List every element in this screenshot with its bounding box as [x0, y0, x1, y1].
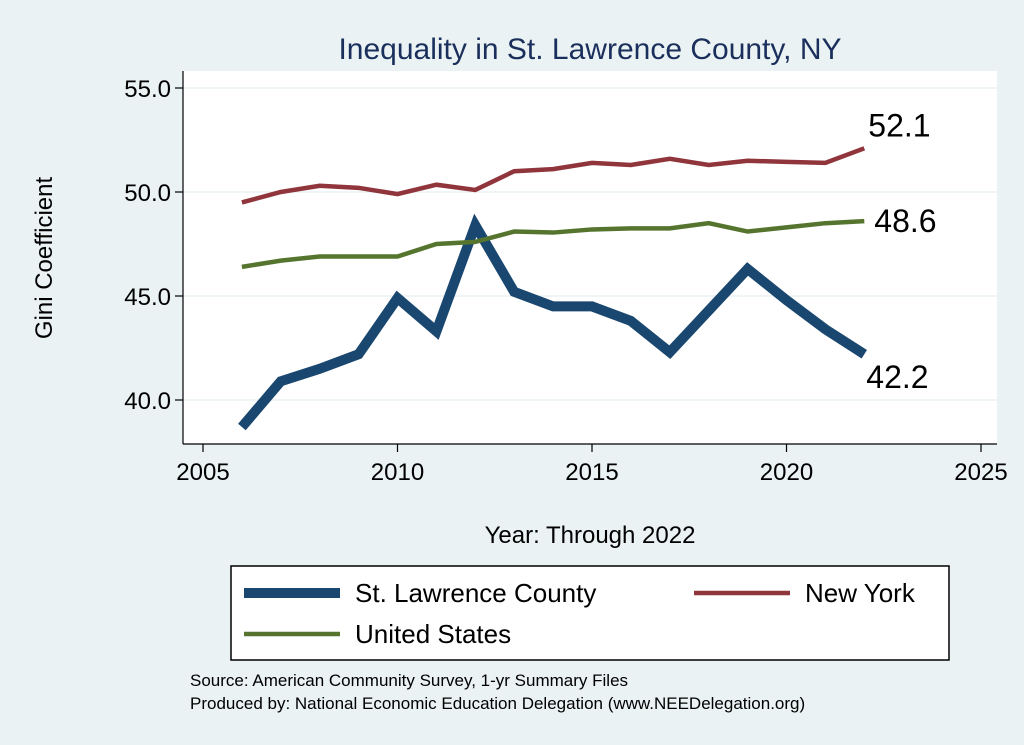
- series-line-new-york: [241, 146, 866, 205]
- x-tick-label: 2010: [371, 459, 424, 486]
- y-axis-ticks: 40.0 45.0 50.0 55.0: [124, 76, 183, 415]
- x-tick-label: 2005: [176, 459, 229, 486]
- chart-title: Inequality in St. Lawrence County, NY: [338, 33, 841, 66]
- axes: [182, 71, 997, 445]
- end-label-st-lawrence-county: 42.2: [866, 359, 928, 395]
- legend-box: [230, 565, 950, 661]
- legend-label-united-states: United States: [355, 619, 511, 649]
- x-axis-ticks: 2005 2010 2015 2020 2025: [176, 444, 1008, 486]
- x-axis-title: Year: Through 2022: [485, 522, 696, 549]
- y-axis-title: Gini Coefficient: [31, 177, 58, 340]
- y-tick-label: 45.0: [124, 284, 171, 311]
- end-label-united-states: 48.6: [874, 203, 936, 239]
- end-labels: 42.2 52.1 48.6: [866, 107, 936, 395]
- produced-by-line: Produced by: National Economic Education…: [190, 694, 805, 713]
- y-tick-label: 40.0: [124, 388, 171, 415]
- x-tick-label: 2020: [760, 459, 813, 486]
- x-tick-label: 2015: [565, 459, 618, 486]
- series-line-st-lawrence-county: [238, 213, 868, 431]
- series-lines: [238, 146, 868, 431]
- gridlines: [183, 87, 997, 401]
- y-tick-label: 55.0: [124, 76, 171, 103]
- end-label-new-york: 52.1: [868, 107, 930, 143]
- y-tick-label: 50.0: [124, 180, 171, 207]
- x-tick-label: 2025: [954, 459, 1007, 486]
- legend-label-new-york: New York: [805, 578, 916, 608]
- legend-label-st-lawrence-county: St. Lawrence County: [355, 578, 596, 608]
- legend: St. Lawrence County New York United States: [230, 565, 950, 661]
- series-line-united-states: [241, 218, 865, 270]
- source-line: Source: American Community Survey, 1-yr …: [190, 671, 628, 690]
